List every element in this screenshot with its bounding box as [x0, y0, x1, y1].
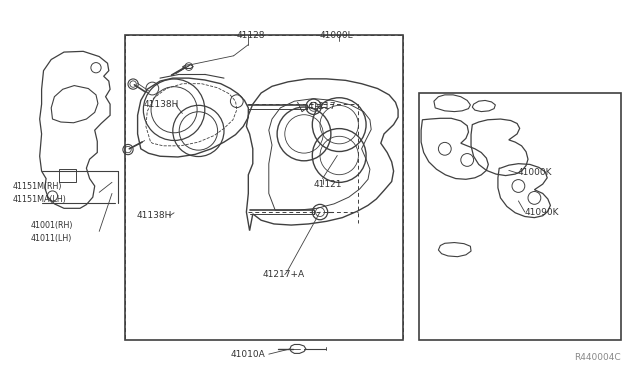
Text: 41090K: 41090K: [525, 208, 559, 217]
Text: 41138H: 41138H: [136, 211, 172, 220]
Text: 41151M(RH): 41151M(RH): [13, 182, 62, 190]
Text: 41010A: 41010A: [230, 350, 265, 359]
Text: 41151MA(LH): 41151MA(LH): [13, 195, 67, 203]
Bar: [419, 93, 621, 340]
Text: 41011(LH): 41011(LH): [31, 234, 72, 243]
Text: 41000L: 41000L: [320, 31, 354, 40]
Text: 41217+A: 41217+A: [262, 270, 305, 279]
Text: 41217: 41217: [307, 102, 336, 110]
Bar: [125, 35, 403, 340]
Text: R440004C: R440004C: [574, 353, 621, 362]
Text: 41001(RH): 41001(RH): [31, 221, 73, 230]
Text: 41138H: 41138H: [144, 100, 179, 109]
Text: 41000K: 41000K: [517, 169, 552, 177]
Text: 41128: 41128: [237, 31, 266, 40]
Text: 41121: 41121: [314, 180, 342, 189]
